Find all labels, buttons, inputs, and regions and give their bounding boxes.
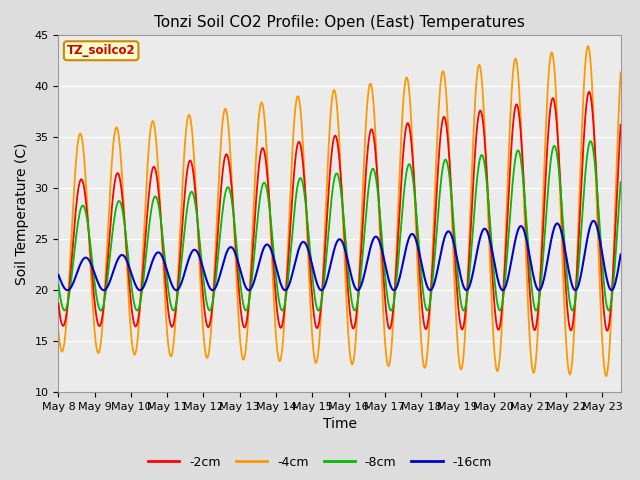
Text: TZ_soilco2: TZ_soilco2	[67, 44, 136, 57]
Y-axis label: Soil Temperature (C): Soil Temperature (C)	[15, 143, 29, 285]
X-axis label: Time: Time	[323, 418, 356, 432]
Legend: -2cm, -4cm, -8cm, -16cm: -2cm, -4cm, -8cm, -16cm	[143, 451, 497, 474]
Title: Tonzi Soil CO2 Profile: Open (East) Temperatures: Tonzi Soil CO2 Profile: Open (East) Temp…	[154, 15, 525, 30]
